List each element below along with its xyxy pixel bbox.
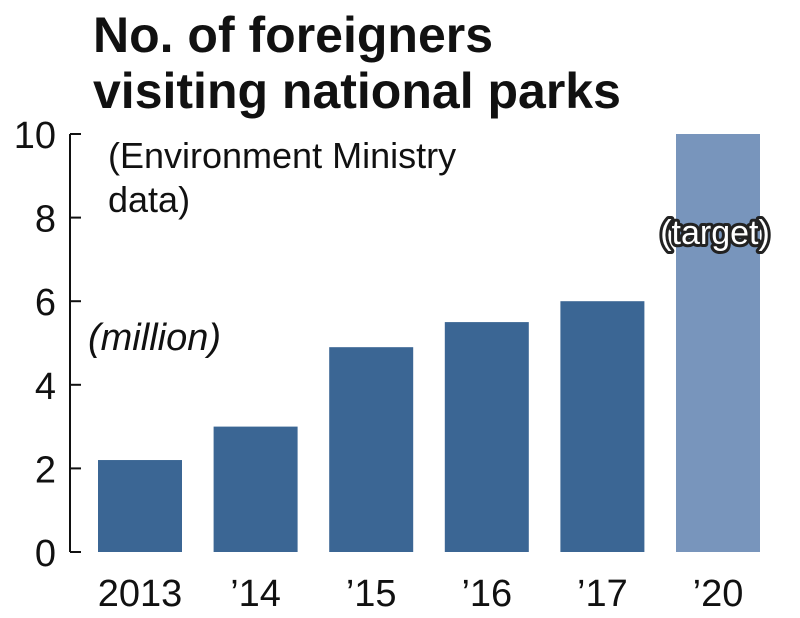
x-tick-label: ’17 xyxy=(577,573,628,615)
y-tick-label: 10 xyxy=(14,115,56,157)
x-tick-label: 2013 xyxy=(98,573,183,615)
source-note-line-1: (Environment Ministry xyxy=(108,135,456,176)
x-tick-label: ’16 xyxy=(461,573,512,615)
bar-target xyxy=(676,134,760,552)
source-note-line-2: data) xyxy=(108,179,190,220)
x-tick-label: ’20 xyxy=(693,573,744,615)
chart-title-line-2: visiting national parks xyxy=(93,63,621,119)
bar xyxy=(329,347,414,552)
y-tick-label: 0 xyxy=(35,533,56,575)
x-tick-labels: 2013 ’14 ’15 ’16 ’17 ’20 xyxy=(98,573,744,615)
y-tick-label: 2 xyxy=(35,449,56,491)
y-tick-labels: 0 2 4 6 8 10 xyxy=(14,115,56,575)
chart-title-line-1: No. of foreigners xyxy=(93,7,493,63)
bars-group xyxy=(98,134,760,552)
target-annotation: (target) xyxy=(660,214,770,252)
bar xyxy=(213,426,298,552)
x-tick-label: ’14 xyxy=(230,573,281,615)
y-tick-label: 4 xyxy=(35,366,56,408)
unit-label: (million) xyxy=(88,317,221,359)
x-tick-label: ’15 xyxy=(346,573,397,615)
bar xyxy=(98,460,182,552)
bar xyxy=(444,322,529,552)
y-tick-label: 8 xyxy=(35,199,56,241)
bar xyxy=(560,301,645,552)
y-tick-label: 6 xyxy=(35,282,56,324)
y-axis xyxy=(69,133,81,553)
